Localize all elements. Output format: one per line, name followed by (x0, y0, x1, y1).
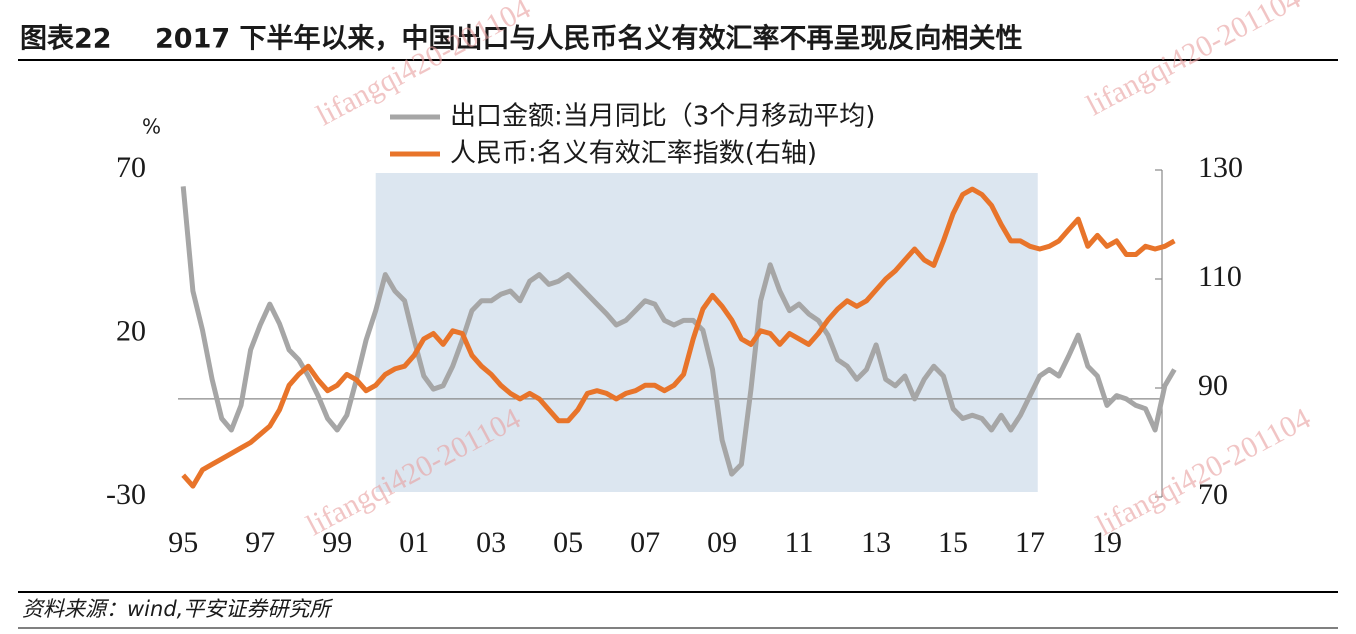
source: 资料来源：wind,平安证券研究所 (22, 597, 333, 621)
x-tick-label: 11 (785, 526, 814, 559)
x-tick-label: 95 (168, 526, 198, 559)
y2-tick-label: 90 (1198, 369, 1228, 402)
watermark: lifangqi420-201104 (1081, 0, 1306, 122)
chart-title: 2017 下半年以来，中国出口与人民币名义有效汇率不再呈现反向相关性 (155, 23, 1023, 55)
x-tick-label: 99 (322, 526, 352, 559)
y2-tick-label: 130 (1198, 151, 1243, 184)
legend-label: 人民币:名义有效汇率指数(右轴) (450, 139, 817, 169)
highlight-band (375, 173, 1038, 492)
x-tick-label: 17 (1015, 526, 1045, 559)
x-tick-label: 05 (553, 526, 583, 559)
series-line (180, 186, 1177, 477)
x-tick-label: 01 (399, 526, 429, 559)
y-tick-label: 70 (116, 151, 146, 184)
x-tick-label: 19 (1092, 526, 1122, 559)
x-tick-label: 97 (245, 526, 275, 559)
figure-label: 图表22 (20, 24, 112, 55)
x-tick-label: 15 (938, 526, 968, 559)
y-tick-label: -30 (106, 478, 146, 511)
x-tick-label: 07 (630, 526, 660, 559)
watermark: lifangqi420-201104 (1091, 402, 1316, 542)
series-line (181, 186, 1176, 489)
legend-label: 出口金额:当月同比（3个月移动平均) (450, 102, 875, 132)
x-tick-label: 13 (861, 526, 891, 559)
x-tick-label: 09 (707, 526, 737, 559)
x-tick-label: 03 (476, 526, 506, 559)
y2-tick-label: 70 (1198, 478, 1228, 511)
y2-tick-label: 110 (1198, 260, 1242, 293)
y-tick-label: 20 (116, 314, 146, 347)
y-unit: % (142, 115, 161, 139)
